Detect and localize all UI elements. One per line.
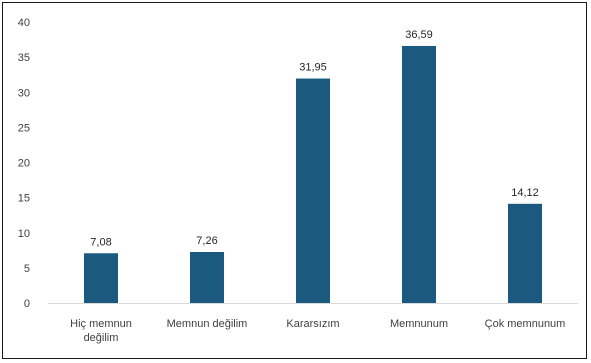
data-labels-group: 7,08 7,26 31,95 36,59 14,12 [90,29,538,248]
x-tick-label: Memnunum [390,318,448,330]
x-tick-label: Hiç memnun değilim [70,318,132,344]
bars-group [84,45,542,304]
bar [402,45,436,303]
data-label: 7,26 [196,235,217,247]
y-tick-label: 15 [18,193,30,205]
y-tick-label: 0 [24,298,30,310]
x-tick-label: Memnun değilim [167,318,248,330]
x-tick-label: Çok memnunum [485,318,566,330]
data-label: 14,12 [511,187,539,199]
bar [296,78,330,304]
data-label: 7,08 [90,236,111,248]
x-axis: Hiç memnun değilim Memnun değilim Kararsızı… [48,303,578,344]
bar [508,203,542,303]
y-tick-label: 30 [18,87,30,99]
y-axis: 0 5 10 15 20 25 30 35 40 [18,17,30,310]
data-label: 36,59 [405,29,433,41]
y-tick-label: 35 [18,52,30,64]
x-tick-label: Kararsızım [286,318,339,330]
y-tick-label: 40 [18,17,30,29]
bar [84,253,118,303]
bar [190,251,224,303]
y-tick-label: 10 [18,228,30,240]
y-tick-label: 5 [24,263,30,275]
y-tick-label: 20 [18,158,30,170]
data-label: 31,95 [299,62,327,74]
y-tick-label: 25 [18,122,30,134]
